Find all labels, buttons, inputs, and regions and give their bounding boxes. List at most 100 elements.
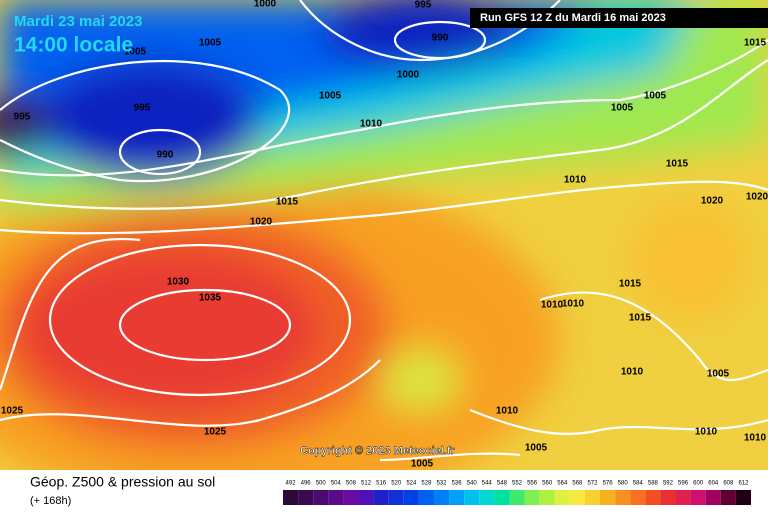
scale-label: 564 [557, 481, 568, 487]
scale-label: 528 [421, 481, 432, 487]
scale-swatch [554, 490, 570, 505]
isobar-label: 1010 [564, 175, 587, 186]
isobar-labels: 1000 995 1005 990 1005 1015 995 995 1005 1000 1010… [1, 0, 768, 470]
scale-swatch [388, 490, 404, 505]
scale-label: 572 [587, 481, 598, 487]
isobar-label: 1025 [204, 427, 227, 438]
isobar-label: 990 [157, 150, 174, 161]
scale-swatch [298, 490, 314, 505]
isobar-label: 1010 [562, 299, 585, 310]
color-scale: 492 496 500 504 508 512 516 520 524 528 532 536 540 5… [283, 481, 751, 505]
isobar-label: 1015 [276, 197, 299, 208]
isobar-label: 1035 [199, 293, 222, 304]
isobar-label: 1030 [167, 277, 190, 288]
scale-swatch [479, 490, 495, 505]
scale-swatch [720, 490, 736, 505]
scale-swatch [630, 490, 646, 505]
scale-label: 520 [391, 481, 402, 487]
isobar-label: 1015 [666, 159, 689, 170]
scale-swatch [569, 490, 585, 505]
isobar-label: 1005 [611, 103, 634, 114]
isobar-label: 1005 [644, 91, 667, 102]
isobar-label: 995 [14, 112, 31, 123]
isobar-label: 1005 [525, 443, 548, 454]
scale-label: 496 [301, 481, 312, 487]
scale-label: 612 [738, 481, 749, 487]
scale-label: 504 [331, 481, 342, 487]
scale-label: 608 [723, 481, 734, 487]
scale-swatch [705, 490, 721, 505]
isobar-label: 1010 [744, 433, 767, 444]
scale-label: 604 [708, 481, 719, 487]
scale-swatch [539, 490, 555, 505]
scale-swatch [403, 490, 419, 505]
isobar-label: 1020 [746, 192, 768, 203]
scale-swatch [584, 490, 601, 505]
scale-swatch [645, 490, 661, 505]
isobar-label: 995 [134, 103, 151, 114]
scale-swatch [373, 490, 389, 505]
scale-label: 508 [346, 481, 357, 487]
isobar-label: 1005 [707, 369, 730, 380]
isobar-label: 1010 [360, 119, 383, 130]
scale-swatch [328, 490, 344, 505]
scale-swatch [735, 490, 751, 505]
isobar-label: 1015 [619, 279, 642, 290]
scale-label: 492 [286, 481, 297, 487]
scale-label: 524 [406, 481, 417, 487]
isobar-label: 995 [415, 0, 432, 11]
scale-label: 540 [467, 481, 478, 487]
run-info: Run GFS 12 Z du Mardi 16 mai 2023 [480, 12, 666, 24]
scale-swatch [524, 490, 540, 505]
scale-swatch [494, 490, 510, 505]
scale-swatch [418, 490, 434, 505]
isobar-label: 1005 [319, 91, 342, 102]
scale-label: 500 [316, 481, 327, 487]
scale-swatch [464, 490, 480, 505]
time: 14:00 locale [14, 34, 133, 57]
date: Mardi 23 mai 2023 [14, 13, 142, 30]
isobar-label: 1005 [411, 459, 434, 470]
isobars [0, 0, 768, 462]
isobar-label: 1015 [629, 313, 652, 324]
scale-label: 516 [376, 481, 387, 487]
scale-label: 600 [693, 481, 704, 487]
scale-label: 556 [527, 481, 538, 487]
scale-swatch [690, 490, 706, 505]
isobar-label: 1005 [124, 47, 147, 58]
scale-label: 588 [648, 481, 659, 487]
isobar-label: 990 [432, 33, 449, 44]
scale-swatch [343, 490, 359, 505]
scale-swatch [358, 490, 374, 505]
isobar-label: 1010 [496, 406, 519, 417]
scale-label: 548 [497, 481, 508, 487]
isobar-label: 1010 [695, 427, 718, 438]
scale-label: 568 [572, 481, 583, 487]
isobar-label: 1020 [701, 196, 724, 207]
scale-label: 536 [452, 481, 463, 487]
isobar-label: 1005 [199, 38, 222, 49]
scale-swatch [509, 490, 525, 505]
footer-subtitle: (+ 168h) [30, 495, 71, 507]
scale-swatch [675, 490, 691, 505]
scale-swatch [615, 490, 631, 505]
isobar-label: 1015 [744, 38, 767, 49]
scale-label: 592 [663, 481, 674, 487]
isobar-label: 1025 [1, 406, 24, 417]
scale-label: 560 [542, 481, 553, 487]
scale-swatch [283, 490, 299, 505]
scale-label: 576 [603, 481, 614, 487]
footer-title: Géop. Z500 & pression au sol [30, 474, 215, 490]
scale-swatch [600, 490, 616, 505]
scale-label: 544 [482, 481, 493, 487]
copyright: Copyright © 2023 Meteociel.fr [300, 445, 456, 457]
scale-swatch [433, 490, 450, 505]
scale-swatch [660, 490, 676, 505]
scale-label: 580 [618, 481, 629, 487]
scale-label: 532 [437, 481, 448, 487]
isobar-label: 1000 [254, 0, 277, 10]
scale-label: 584 [633, 481, 644, 487]
isobar-label: 1000 [397, 70, 420, 81]
